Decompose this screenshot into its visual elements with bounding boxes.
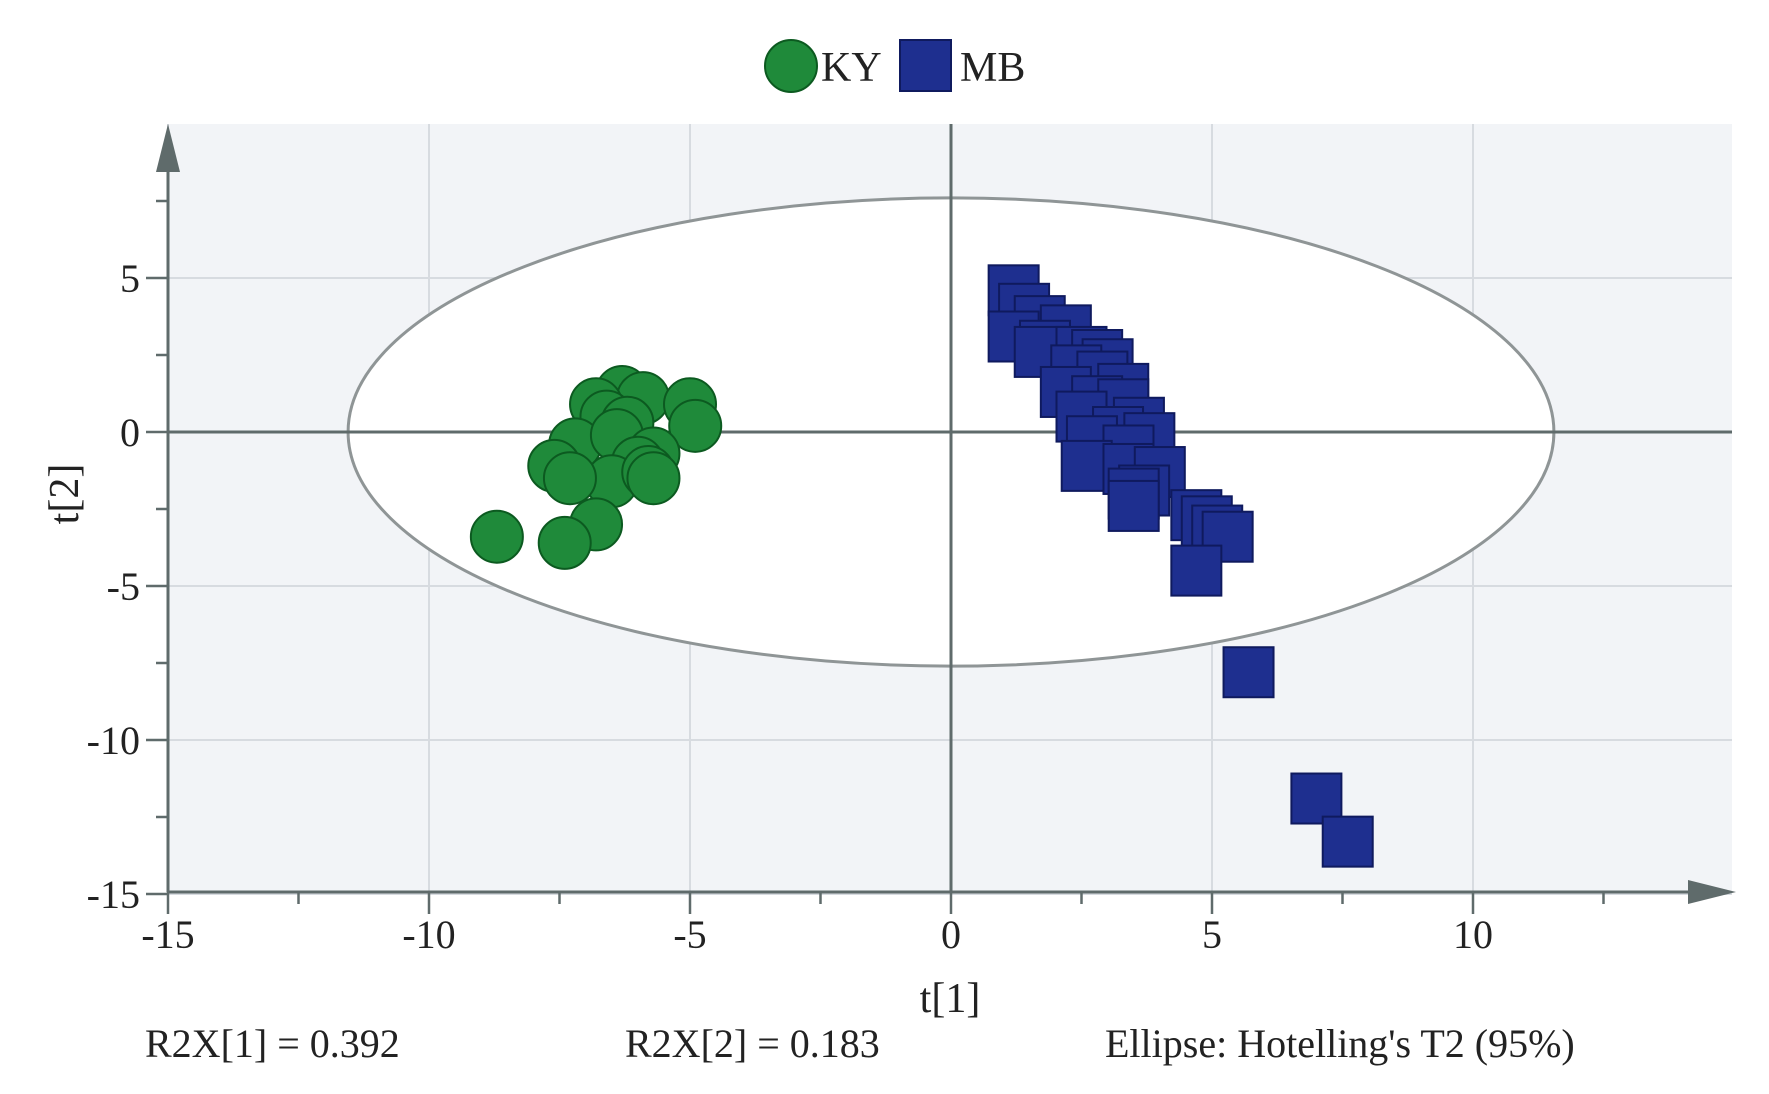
series-ky [469,364,723,570]
y-tick-label: -5 [107,564,140,609]
x-tick-label: 10 [1453,912,1493,957]
ky-point [542,451,597,506]
mb-point [1290,772,1343,825]
x-tick-label: -15 [141,912,194,957]
y-tick-label: -10 [87,718,140,763]
y-tick-labels: -15 -10 -5 0 5 [87,256,140,917]
legend-ky-circle-marker [764,39,818,93]
x-tick-label: -5 [673,912,706,957]
y-axis-arrow [156,124,180,172]
x-tick-labels: -15 -10 -5 0 5 10 [141,912,1493,957]
ky-point [469,509,524,564]
y-tick-label: 0 [120,410,140,455]
r2x2-label: R2X[2] = 0.183 [625,1021,880,1066]
y-tick-label: -15 [87,872,140,917]
legend-ky-label: KY [821,45,882,91]
r2x1-label: R2X[1] = 0.392 [145,1021,400,1066]
ky-point [537,515,592,570]
ellipse-note: Ellipse: Hotelling's T2 (95%) [1105,1021,1575,1066]
x-tick-label: -10 [402,912,455,957]
legend-mb-label: MB [960,45,1025,91]
mb-point [1107,479,1160,532]
ky-point [626,451,681,506]
y-axis-title: t[2] [42,464,88,525]
legend-mb-square-marker [899,39,952,92]
zero-lines [168,124,1732,892]
series-mb [987,264,1374,868]
x-tick-label: 0 [941,912,961,957]
mb-point [1321,815,1374,868]
y-tick-label: 5 [120,256,140,301]
mb-point [1222,646,1275,699]
mb-point [1170,544,1223,597]
legend: KY MB [764,39,1025,93]
x-axis-arrow [1688,880,1736,904]
x-tick-label: 5 [1202,912,1222,957]
x-axis-title: t[1] [920,976,981,1022]
axes [146,124,1736,914]
ky-point [668,398,723,453]
